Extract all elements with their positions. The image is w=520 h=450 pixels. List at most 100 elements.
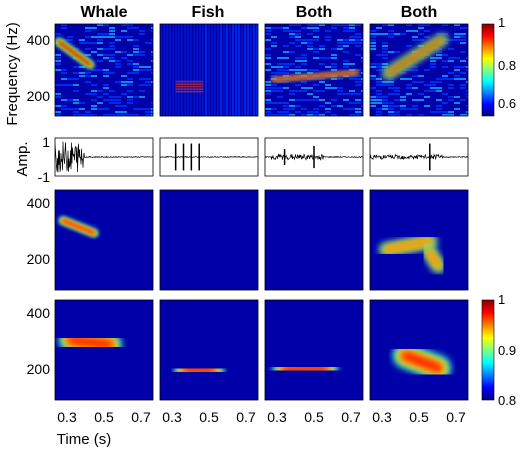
heatmap-cell [265, 30, 271, 32]
heatmap-cell [331, 54, 337, 56]
waveform-trace [55, 141, 153, 173]
heatmap-cell [412, 87, 418, 89]
heatmap-cell [115, 111, 121, 113]
heatmap-blob [182, 366, 216, 374]
heatmap-cell [355, 36, 361, 38]
heatmap-cell [382, 45, 388, 47]
time-tick-label: 0.5 [409, 409, 429, 425]
heatmap-cell [103, 48, 109, 50]
heatmap-stripe [187, 24, 189, 116]
heatmap-cell [349, 78, 355, 80]
heatmap-cell [145, 114, 151, 116]
heatmap-cell [55, 105, 61, 107]
heatmap-cell [277, 69, 283, 71]
heatmap-cell [400, 33, 406, 35]
heatmap-cell [85, 48, 91, 50]
heatmap-cell [331, 63, 337, 65]
heatmap-cell [61, 24, 67, 26]
heatmap-cell [412, 30, 418, 32]
heatmap-cell [289, 33, 295, 35]
heatmap-cell [370, 63, 376, 65]
heatmap-cell [73, 84, 79, 86]
heatmap-background [265, 190, 363, 290]
heatmap-cell [388, 51, 394, 53]
heatmap-cell [307, 45, 313, 47]
heatmap-cell [307, 48, 313, 50]
heatmap-cell [97, 42, 103, 44]
heatmap-cell [283, 114, 289, 116]
heatmap-cell [265, 102, 271, 104]
heatmap-cell [109, 114, 115, 116]
heatmap-cell [319, 105, 325, 107]
colorbar-top-tick-label: 1 [498, 15, 505, 30]
heatmap-cell [331, 105, 337, 107]
heatmap-cell [307, 111, 313, 113]
heatmap-cell [394, 33, 400, 35]
heatmap-cell [418, 27, 424, 29]
heatmap-cell [430, 111, 436, 113]
heatmap-cell [301, 54, 307, 56]
heatmap-cell [394, 105, 400, 107]
heatmap-cell [109, 99, 115, 101]
heatmap-cell [325, 111, 331, 113]
heatmap-cell [436, 108, 442, 110]
heatmap-cell [361, 90, 363, 92]
heatmap-cell [355, 75, 361, 77]
heatmap-cell [337, 87, 343, 89]
reconstruction-2-panel [265, 300, 363, 400]
heatmap-cell [121, 51, 127, 53]
heatmap-cell [127, 27, 133, 29]
heatmap-cell [361, 111, 363, 113]
heatmap-cell [331, 24, 337, 26]
heatmap-cell [295, 36, 301, 38]
heatmap-cell [388, 108, 394, 110]
heatmap-cell [466, 81, 468, 83]
waveform-panel [160, 138, 258, 176]
heatmap-cell [454, 102, 460, 104]
heatmap-cell [265, 90, 271, 92]
heatmap-cell [103, 24, 109, 26]
heatmap-cell [289, 114, 295, 116]
heatmap-cell [265, 114, 271, 116]
column-title-1: Whale [80, 4, 127, 21]
heatmap-cell [127, 102, 133, 104]
heatmap-cell [55, 111, 61, 113]
heatmap-cell [460, 87, 466, 89]
heatmap-cell [319, 78, 325, 80]
heatmap-stripe [217, 24, 219, 116]
heatmap-cell [295, 105, 301, 107]
heatmap-cell [400, 69, 406, 71]
heatmap-cell [388, 114, 394, 116]
heatmap-cell [424, 30, 430, 32]
heatmap-cell [424, 105, 430, 107]
heatmap-cell [61, 108, 67, 110]
heatmap-stripe [211, 24, 213, 116]
heatmap-cell [151, 114, 153, 116]
panel-frame [369, 189, 469, 291]
heatmap-cell [91, 93, 97, 95]
heatmap-cell [271, 66, 277, 68]
heatmap-cell [283, 72, 289, 74]
heatmap-cell [289, 108, 295, 110]
heatmap-cell [355, 69, 361, 71]
heatmap-cell [151, 27, 153, 29]
heatmap-cell [283, 30, 289, 32]
heatmap-cell [277, 102, 283, 104]
heatmap-cell [109, 45, 115, 47]
heatmap-stripe [256, 24, 258, 116]
heatmap-cell [313, 114, 319, 116]
heatmap-cell [406, 78, 412, 80]
heatmap-cell [289, 105, 295, 107]
heatmap-cell [145, 66, 151, 68]
heatmap-cell [442, 102, 448, 104]
heatmap-cell [355, 111, 361, 113]
heatmap-cell [442, 111, 448, 113]
heatmap-cell [418, 33, 424, 35]
heatmap-cell [115, 51, 121, 53]
heatmap-cell [382, 48, 388, 50]
reconstruction-2-panel [370, 300, 468, 400]
heatmap-cell [133, 51, 139, 53]
heatmap-cell [313, 69, 319, 71]
heatmap-cell [337, 48, 343, 50]
heatmap-cell [448, 99, 454, 101]
